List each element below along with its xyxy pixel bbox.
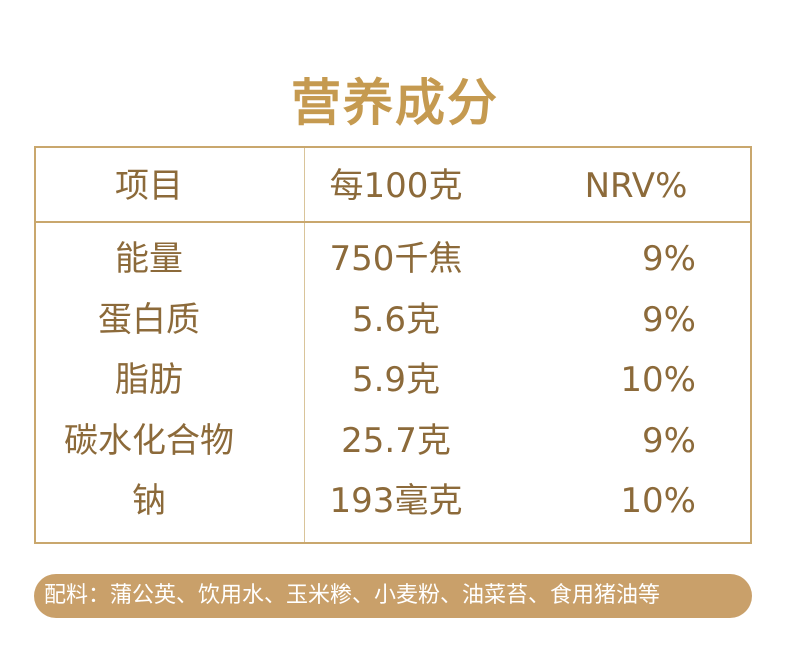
row-item: 脂肪 [115, 360, 183, 400]
header-nrv: NRV% [584, 166, 688, 206]
header-per-100g: 每100克 [329, 166, 463, 206]
row-nrv: 9% [642, 421, 696, 461]
row-item: 碳水化合物 [64, 421, 234, 461]
row-per-100g: 5.9克 [351, 360, 441, 400]
row-nrv: 9% [642, 300, 696, 340]
row-nrv: 10% [620, 360, 696, 400]
row-per-100g: 25.7克 [341, 421, 451, 461]
row-per-100g: 750千焦 [329, 239, 463, 279]
row-item: 蛋白质 [98, 300, 200, 340]
row-per-100g: 5.6克 [351, 300, 441, 340]
row-nrv: 10% [620, 481, 696, 521]
nutrition-table: 项目 每100克 NRV% 能量 750千焦 9% 蛋白质 5.6克 9% 脂肪… [34, 146, 752, 544]
header-divider [36, 221, 750, 223]
row-per-100g: 193毫克 [329, 481, 463, 521]
row-item: 钠 [132, 481, 166, 521]
ingredients-banner: 配料：蒲公英、饮用水、玉米糁、小麦粉、油菜苔、食用猪油等 [34, 574, 752, 618]
page-title: 营养成分 [291, 73, 499, 132]
row-nrv: 9% [642, 239, 696, 279]
column-divider [304, 148, 305, 542]
row-item: 能量 [115, 239, 183, 279]
header-item: 项目 [115, 166, 183, 206]
